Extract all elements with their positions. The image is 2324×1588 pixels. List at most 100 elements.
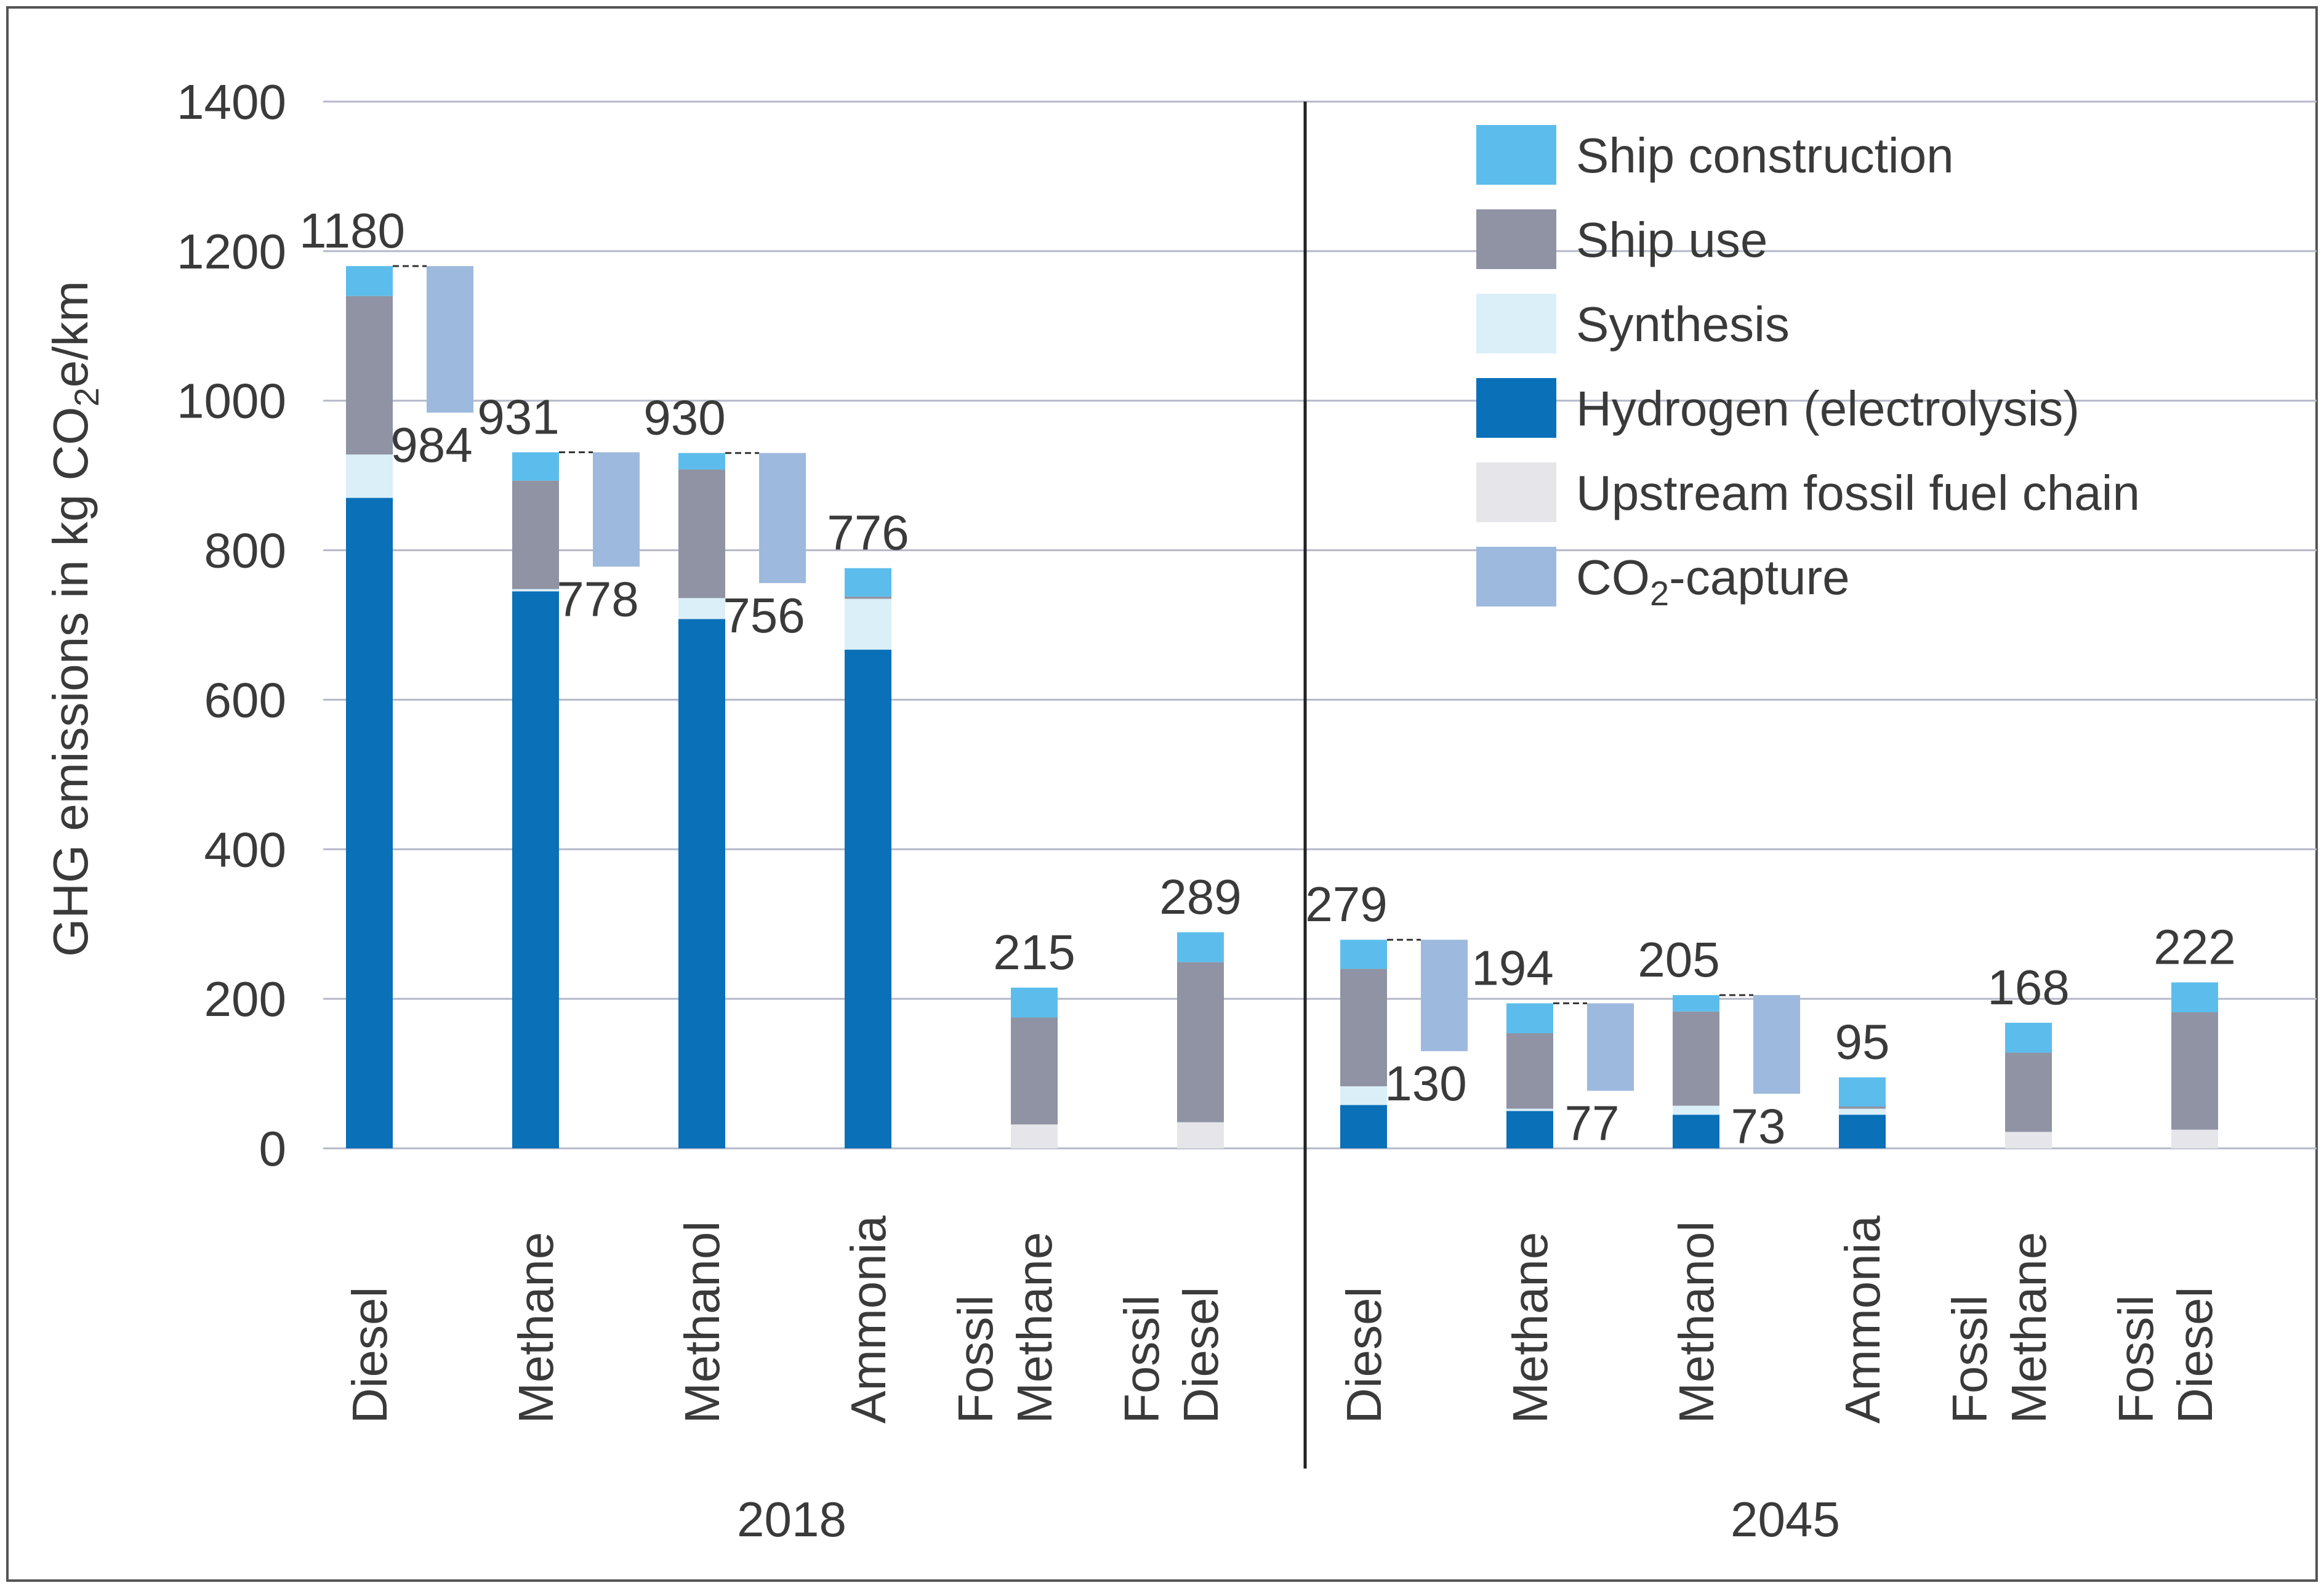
co2-capture-bar [1421,940,1468,1052]
category-label: Ammonia [1835,1215,1890,1424]
bar-total-label: 215 [993,925,1075,980]
co2-capture-bars [393,265,1800,1094]
legend: Ship construction Ship use Synthesis Hydrog… [1476,125,2140,613]
category-label: Methane [509,1232,563,1424]
bar-segment-use [845,596,891,599]
legend-label-main: Upstream fossil fuel chain [1576,466,2140,520]
category-label: Methanol [675,1221,730,1424]
capture-value-label: 73 [1731,1098,1786,1153]
bars [346,266,2218,1148]
bar-segment-hydrogen [1340,1105,1387,1148]
bar-segment-construction [512,452,559,481]
bar-segment-use [1340,969,1387,1087]
bar-total-label: 279 [1305,877,1387,932]
y-axis-ticks: 0 200 400 600 800 1000 1200 1400 [177,75,286,1176]
legend-label: Upstream fossil fuel chain [1576,466,2140,520]
legend-label: Ship use [1576,212,1767,267]
category-label: Ammonia [841,1215,896,1424]
bar-total-label: 1180 [299,203,405,258]
bar-segment-construction [1177,932,1224,962]
legend-swatch [1476,125,1556,185]
capture-value-label: 778 [557,571,638,626]
y-tick-label: 400 [204,822,286,877]
bar-segment-construction [1673,995,1719,1012]
bar-total-label: 776 [827,506,909,560]
category-label: Diesel [1173,1287,1228,1424]
bar-segment-use [678,469,725,599]
bar-segment-construction [678,453,725,470]
category-label: Methane [1007,1232,1062,1424]
legend-swatch [1476,294,1556,353]
bar-segment-hydrogen [845,650,891,1148]
bar-segment-synthesis [512,589,559,592]
y-axis-title-sub: 2 [67,387,106,406]
group-label: 2045 [1731,1492,1840,1547]
bar-segment-use [1011,1017,1058,1125]
bar-segment-upstream [2171,1129,2218,1148]
bar-segment-synthesis [678,598,725,619]
capture-value-label: 130 [1385,1056,1466,1111]
bar-segment-hydrogen [1673,1114,1719,1148]
y-tick-label: 1000 [177,374,286,429]
legend-label-main: Ship construction [1576,128,1954,183]
legend-label: Ship construction [1576,128,1954,183]
category-label: Diesel [1337,1287,1391,1424]
gridlines [323,100,2317,1150]
bar-segment-hydrogen [1506,1111,1553,1148]
legend-swatch [1476,547,1556,607]
co2-capture-bar [427,266,473,413]
bar-segment-construction [2171,982,2218,1012]
bar-segment-construction [1340,940,1387,969]
bar-total-label: 222 [2153,919,2235,974]
legend-label-main: Synthesis [1576,297,1790,352]
legend-label-main: Ship use [1576,212,1767,267]
bar-total-label: 168 [1987,960,2069,1015]
co2-capture-bar [593,452,640,567]
bar-segment-construction [1839,1077,1886,1106]
y-axis-title: GHG emissions in kg CO2e/km [43,281,106,957]
co2-capture-bar [759,453,806,583]
legend-label: CO2-capture [1576,550,1850,613]
bar-segment-synthesis [1340,1086,1387,1105]
legend-label-main: CO [1576,550,1650,605]
y-tick-label: 800 [204,523,286,578]
y-tick-label: 0 [259,1121,287,1176]
category-label: Fossil [1114,1295,1169,1424]
group-label: 2018 [737,1492,846,1547]
capture-value-label: 984 [390,417,472,472]
y-tick-label: 600 [204,672,286,727]
category-label: Diesel [342,1287,397,1424]
bar-segment-hydrogen [1839,1114,1886,1148]
bar-segment-use [2171,1012,2218,1130]
capture-value-label: 756 [723,588,805,643]
legend-label: Hydrogen (electrolysis) [1576,381,2080,436]
bar-segment-construction [2005,1023,2052,1053]
bar-segment-synthesis [1839,1108,1886,1115]
legend-swatch [1476,209,1556,269]
category-label: Fossil [1942,1295,1997,1424]
y-tick-label: 1200 [177,224,286,279]
bar-segment-synthesis [845,599,891,650]
bar-segment-use [1839,1106,1886,1109]
legend-swatch [1476,378,1556,438]
bar-segment-construction [1011,987,1058,1018]
legend-label-tail: -capture [1669,550,1849,605]
bar-segment-use [1506,1033,1553,1109]
bar-segment-hydrogen [512,591,559,1148]
bar-segment-hydrogen [346,498,393,1148]
bar-segment-upstream [1177,1122,1224,1148]
co2-capture-bar [1587,1003,1634,1091]
legend-label-sub: 2 [1650,574,1669,613]
category-label: Methanol [1669,1221,1724,1424]
y-tick-label: 1400 [177,75,286,129]
bar-segment-synthesis [346,454,393,498]
bar-total-label: 289 [1159,869,1241,924]
bar-segment-upstream [2005,1132,2052,1148]
category-label: Methane [1503,1232,1558,1424]
category-label: Diesel [2168,1287,2222,1424]
bar-segment-use [512,480,559,589]
legend-swatch [1476,462,1556,522]
bar-total-label: 194 [1471,940,1553,995]
